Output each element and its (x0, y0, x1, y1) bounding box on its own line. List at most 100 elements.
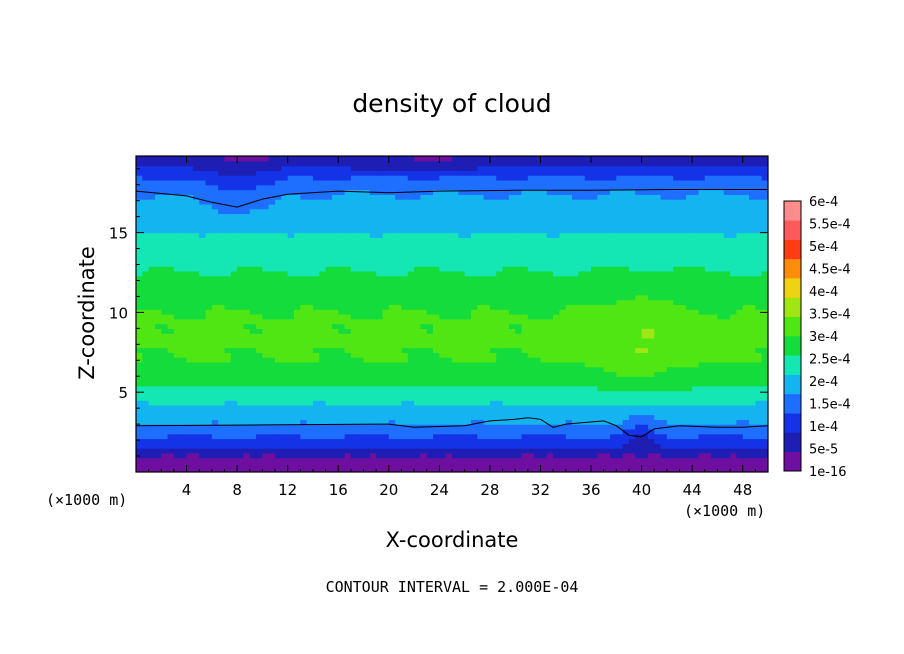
heatmap-cell (300, 309, 308, 315)
heatmap-cell (527, 424, 535, 430)
heatmap-cell (502, 409, 510, 416)
heatmap-cell (445, 242, 453, 248)
heatmap-cell (414, 428, 421, 435)
heatmap-cell (508, 280, 516, 286)
heatmap-cell (666, 385, 674, 392)
heatmap-cell (275, 299, 282, 306)
heatmap-cell (540, 443, 548, 449)
heatmap-cell (527, 285, 535, 291)
heatmap-cell (496, 467, 504, 472)
heatmap-cell (350, 275, 358, 282)
heatmap-cell (534, 424, 542, 430)
heatmap-cell (173, 352, 181, 358)
heatmap-cell (433, 385, 440, 392)
heatmap-cell (723, 342, 731, 349)
heatmap-cell (218, 294, 226, 301)
heatmap-cell (433, 452, 440, 459)
heatmap-cell (319, 390, 327, 396)
heatmap-cell (395, 270, 403, 277)
heatmap-cell (426, 371, 434, 377)
heatmap-cell (622, 385, 630, 392)
heatmap-cell (704, 285, 712, 291)
heatmap-cell (761, 323, 768, 329)
heatmap-cell (237, 433, 245, 440)
heatmap-cell (180, 275, 188, 282)
heatmap-cell (142, 251, 150, 258)
heatmap-cell (534, 381, 542, 387)
heatmap-cell (647, 266, 655, 272)
heatmap-cell (344, 275, 352, 282)
heatmap-cell (502, 352, 510, 358)
heatmap-cell (464, 457, 472, 464)
heatmap-cell (426, 275, 434, 282)
heatmap-cell (508, 467, 516, 472)
heatmap-cell (338, 290, 346, 296)
heatmap-cell (395, 246, 403, 253)
heatmap-cell (161, 242, 169, 248)
heatmap-cell (388, 409, 396, 416)
heatmap-cell (673, 328, 681, 334)
heatmap-cell (616, 304, 624, 310)
heatmap-cell (559, 409, 567, 416)
heatmap-cell (230, 462, 238, 468)
heatmap-cell (275, 304, 282, 310)
heatmap-cell (597, 366, 605, 373)
heatmap-cell (338, 347, 346, 353)
heatmap-cell (666, 256, 674, 262)
heatmap-cell (603, 237, 611, 243)
heatmap-cell (312, 323, 320, 329)
heatmap-cell (173, 237, 181, 243)
heatmap-cell (376, 366, 384, 373)
heatmap-cell (186, 366, 194, 373)
heatmap-cell (363, 266, 371, 272)
heatmap-cell (572, 400, 579, 406)
heatmap-cell (433, 275, 440, 282)
heatmap-cell (641, 309, 649, 315)
heatmap-cell (154, 400, 162, 406)
heatmap-cell (395, 395, 403, 401)
heatmap-cell (426, 433, 434, 440)
heatmap-cell (363, 400, 371, 406)
heatmap-cell (325, 280, 333, 286)
heatmap-cell (553, 366, 561, 373)
heatmap-cell (527, 290, 535, 296)
heatmap-cell (559, 352, 567, 358)
heatmap-cell (357, 261, 365, 267)
heatmap-cell (610, 352, 617, 358)
heatmap-cell (717, 337, 725, 344)
heatmap-cell (369, 381, 377, 387)
heatmap-cell (256, 275, 263, 282)
heatmap-cell (616, 352, 624, 358)
heatmap-cell (723, 409, 731, 416)
heatmap-cell (312, 251, 320, 258)
heatmap-cell (224, 347, 232, 353)
heatmap-cell (414, 275, 421, 282)
heatmap-cell (433, 323, 440, 329)
heatmap-cell (717, 357, 725, 363)
heatmap-cell (382, 361, 390, 368)
heatmap-cell (420, 428, 428, 435)
heatmap-cell (610, 366, 617, 373)
heatmap-cell (685, 270, 693, 277)
heatmap-cell (647, 337, 655, 344)
heatmap-cell (350, 409, 358, 416)
heatmap-cell (401, 414, 409, 420)
heatmap-cell (319, 457, 327, 464)
heatmap-cell (679, 290, 687, 296)
heatmap-cell (154, 366, 162, 373)
heatmap-cell (192, 285, 200, 291)
heatmap-cell (180, 400, 188, 406)
heatmap-cell (755, 294, 763, 301)
heatmap-cell (736, 347, 744, 353)
heatmap-cell (565, 462, 573, 468)
heatmap-cell (483, 242, 491, 248)
heatmap-cell (742, 251, 750, 258)
heatmap-cell (679, 294, 687, 301)
heatmap-cell (755, 390, 763, 396)
heatmap-cell (275, 395, 282, 401)
heatmap-cell (167, 318, 175, 325)
heatmap-cell (148, 433, 156, 440)
heatmap-cell (527, 419, 535, 425)
heatmap-cell (161, 448, 169, 454)
heatmap-cell (445, 347, 453, 353)
